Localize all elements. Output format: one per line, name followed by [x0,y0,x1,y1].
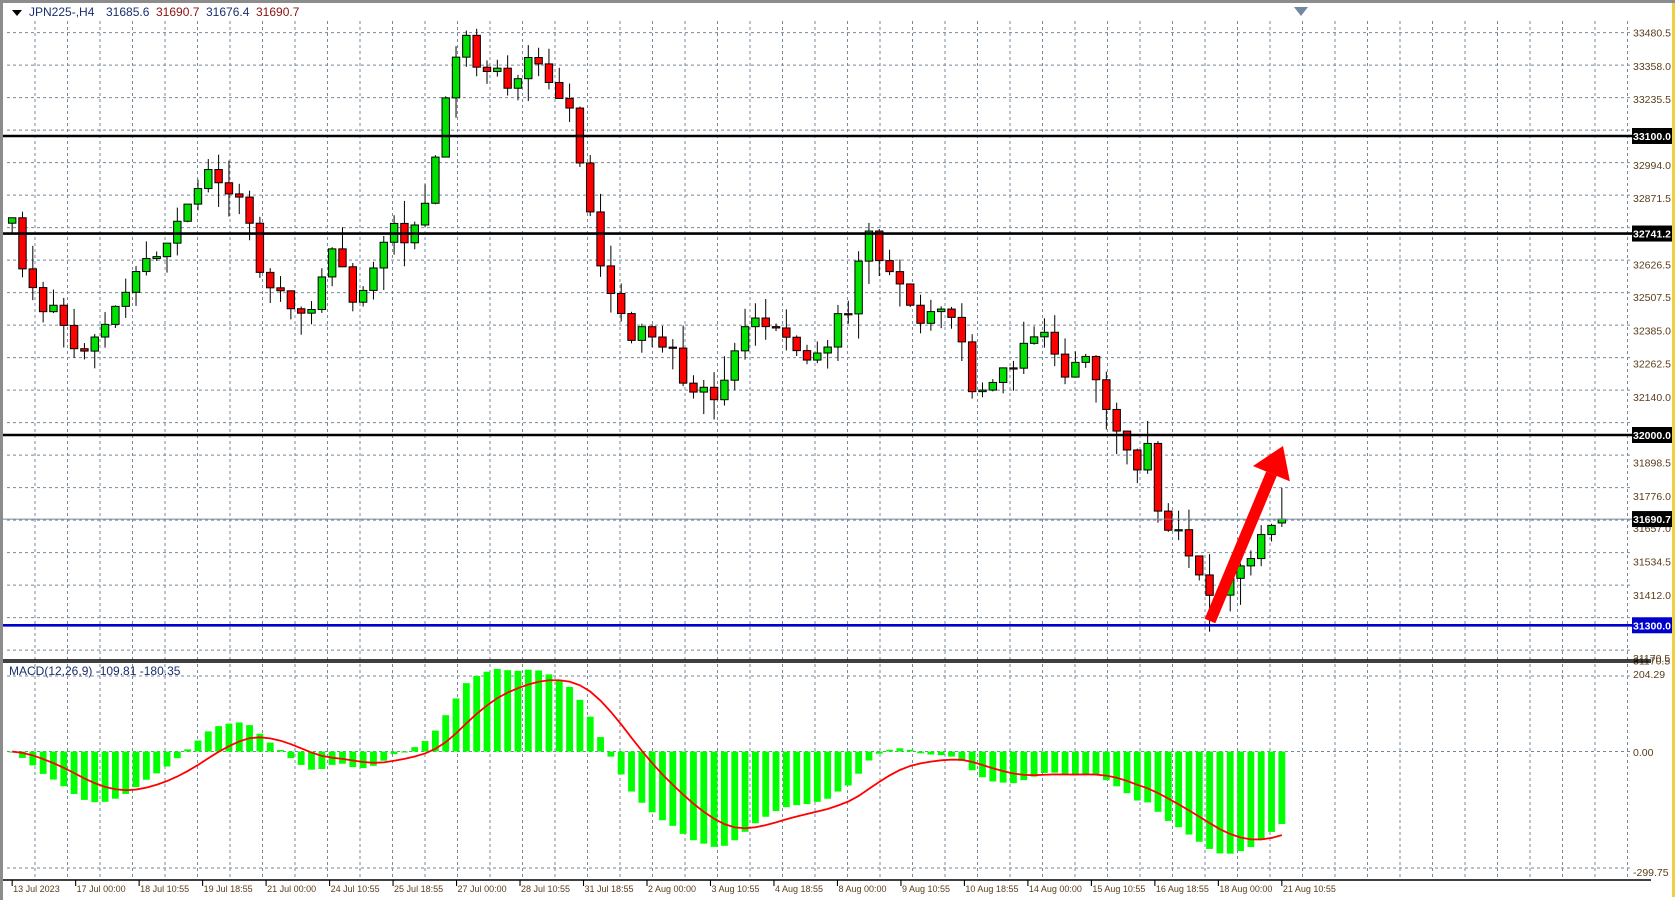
svg-text:32385.0: 32385.0 [1633,325,1671,337]
svg-text:32262.5: 32262.5 [1633,359,1671,371]
svg-text:18 Jul 10:55: 18 Jul 10:55 [140,884,189,894]
svg-text:32000.0: 32000.0 [1633,430,1671,442]
svg-text:32741.2: 32741.2 [1633,229,1671,241]
svg-text:25 Jul 18:55: 25 Jul 18:55 [394,884,443,894]
svg-text:31690.7: 31690.7 [1633,514,1671,526]
svg-text:3 Aug 10:55: 3 Aug 10:55 [711,884,759,894]
svg-text:31776.0: 31776.0 [1633,491,1671,503]
svg-text:31690.7: 31690.7 [156,5,200,19]
svg-text:-299.75: -299.75 [1633,867,1669,879]
svg-text:31690.7: 31690.7 [256,5,300,19]
svg-text:28 Jul 10:55: 28 Jul 10:55 [521,884,570,894]
svg-text:0.00: 0.00 [1633,747,1654,759]
svg-text:18 Aug 00:00: 18 Aug 00:00 [1219,884,1272,894]
svg-text:31898.5: 31898.5 [1633,458,1671,470]
svg-text:MACD(12,26,9) -109.81 -180.35: MACD(12,26,9) -109.81 -180.35 [9,664,181,678]
svg-text:10 Aug 18:55: 10 Aug 18:55 [965,884,1018,894]
svg-text:32871.5: 32871.5 [1633,193,1671,205]
svg-text:32626.5: 32626.5 [1633,260,1671,272]
svg-text:JPN225-,H4: JPN225-,H4 [29,5,95,19]
svg-text:27 Jul 00:00: 27 Jul 00:00 [458,884,507,894]
svg-text:14 Aug 00:00: 14 Aug 00:00 [1029,884,1082,894]
svg-text:204.29: 204.29 [1633,669,1665,681]
svg-text:31685.6: 31685.6 [106,5,150,19]
svg-text:32994.0: 32994.0 [1633,160,1671,172]
svg-text:32140.0: 32140.0 [1633,392,1671,404]
svg-text:33480.5: 33480.5 [1633,28,1671,40]
svg-text:13 Jul 2023: 13 Jul 2023 [13,884,60,894]
svg-text:9 Aug 10:55: 9 Aug 10:55 [902,884,950,894]
svg-text:31534.5: 31534.5 [1633,557,1671,569]
svg-text:31170.5: 31170.5 [1633,653,1670,665]
svg-text:31 Jul 18:55: 31 Jul 18:55 [585,884,634,894]
svg-text:21 Jul 00:00: 21 Jul 00:00 [267,884,316,894]
svg-text:33358.0: 33358.0 [1633,61,1671,73]
svg-text:19 Jul 18:55: 19 Jul 18:55 [204,884,253,894]
svg-text:16 Aug 18:55: 16 Aug 18:55 [1156,884,1209,894]
svg-text:33100.0: 33100.0 [1633,131,1671,143]
svg-text:24 Jul 10:55: 24 Jul 10:55 [331,884,380,894]
svg-text:4 Aug 18:55: 4 Aug 18:55 [775,884,823,894]
svg-text:21 Aug 10:55: 21 Aug 10:55 [1283,884,1336,894]
svg-text:32507.5: 32507.5 [1633,292,1671,304]
svg-text:2 Aug 00:00: 2 Aug 00:00 [648,884,696,894]
svg-text:17 Jul 00:00: 17 Jul 00:00 [77,884,126,894]
svg-text:33235.5: 33235.5 [1633,94,1671,106]
svg-text:31676.4: 31676.4 [206,5,250,19]
svg-text:31412.0: 31412.0 [1633,590,1671,602]
svg-text:31300.0: 31300.0 [1633,620,1671,632]
svg-text:15 Aug 10:55: 15 Aug 10:55 [1092,884,1145,894]
svg-text:8 Aug 00:00: 8 Aug 00:00 [838,884,886,894]
